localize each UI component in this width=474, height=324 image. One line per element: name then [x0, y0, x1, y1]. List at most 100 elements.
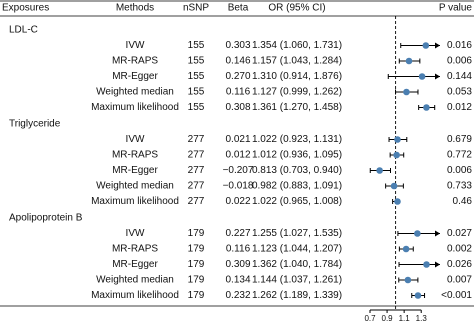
group-label: LDL-C: [9, 25, 38, 36]
p-value: 0.772: [447, 150, 472, 161]
x-tick-label: 0.7: [364, 314, 376, 323]
or-ci: 1.157 (1.043, 1.284): [252, 56, 342, 67]
x-tick-label: 1.1: [399, 314, 411, 323]
p-value: 0.006: [447, 165, 472, 176]
or-ci: 1.022 (0.965, 1.008): [252, 196, 342, 207]
point-estimate: [414, 230, 421, 237]
beta: 0.116: [226, 87, 251, 98]
p-value: 0.026: [447, 259, 472, 270]
point-estimate: [376, 167, 383, 174]
column-header: OR (95% CI): [268, 3, 325, 14]
method: MR-Egger: [112, 71, 158, 82]
nsnp: 277: [188, 165, 205, 176]
method: MR-RAPS: [112, 56, 158, 67]
nsnp: 155: [188, 56, 205, 67]
ci-arrow: [435, 261, 440, 268]
beta: 0.308: [225, 102, 250, 113]
beta: 0.232: [225, 290, 250, 301]
p-value: 0.027: [447, 228, 472, 239]
beta: 0.012: [225, 150, 250, 161]
point-estimate: [405, 57, 413, 65]
column-header: nSNP: [183, 3, 209, 14]
nsnp: 179: [188, 244, 205, 255]
beta: 0.303: [225, 40, 250, 51]
method: MR-RAPS: [112, 150, 158, 161]
or-ci: 1.012 (0.936, 1.095): [252, 150, 342, 161]
column-header: Methods: [116, 3, 154, 14]
or-ci: 1.310 (0.914, 1.876): [252, 71, 342, 82]
p-value: 0.053: [447, 87, 472, 98]
p-value: 0.002: [447, 244, 472, 255]
p-value: 0.46: [453, 196, 473, 207]
or-ci: 1.123 (1.044, 1.207): [252, 244, 342, 255]
ci-arrow: [435, 73, 440, 80]
point-estimate: [403, 88, 410, 96]
p-value: 0.006: [447, 56, 472, 67]
method: Maximum likelihood: [91, 196, 179, 207]
ci-arrow: [435, 230, 440, 237]
method: Weighted median: [96, 275, 174, 286]
method: Weighted median: [96, 181, 174, 192]
or-ci: 1.127 (0.999, 1.262): [252, 87, 342, 98]
point-estimate: [394, 198, 401, 205]
x-tick-label: 0.9: [382, 314, 394, 323]
p-value: 0.679: [447, 134, 472, 145]
nsnp: 277: [188, 181, 205, 192]
method: MR-RAPS: [112, 244, 158, 255]
method: MR-Egger: [112, 259, 158, 270]
x-tick-label: 1.3: [416, 314, 428, 323]
or-ci: 1.362 (1.040, 1.784): [252, 259, 342, 270]
beta: 0.021: [225, 134, 250, 145]
nsnp: 179: [188, 259, 205, 270]
p-value: 0.733: [447, 181, 472, 192]
nsnp: 155: [188, 71, 205, 82]
beta: 0.116: [226, 244, 251, 255]
or-ci: 1.022 (0.923, 1.131): [252, 134, 342, 145]
ci-arrow: [435, 42, 440, 49]
or-ci: 1.361 (1.270, 1.458): [252, 102, 342, 113]
beta: 0.134: [225, 275, 250, 286]
p-value: 0.007: [447, 275, 472, 286]
or-ci: 1.255 (1.027, 1.535): [252, 228, 342, 239]
or-ci: 1.354 (1.060, 1.731): [252, 40, 342, 51]
p-value: 0.016: [447, 40, 472, 51]
point-estimate: [418, 73, 426, 80]
method: IVW: [126, 40, 145, 51]
nsnp: 155: [188, 40, 205, 51]
beta: −0.018: [223, 181, 254, 192]
method: IVW: [126, 228, 145, 239]
nsnp: 179: [188, 290, 205, 301]
group-label: Apolipoprotein B: [9, 213, 83, 224]
or-ci: 0.813 (0.703, 0.940): [252, 165, 342, 176]
group-label: Triglyceride: [9, 119, 61, 130]
point-estimate: [393, 151, 400, 159]
beta: −0.207: [223, 165, 254, 176]
p-value: 0.144: [447, 71, 472, 82]
method: Weighted median: [96, 87, 174, 98]
nsnp: 277: [188, 150, 205, 161]
point-estimate: [423, 104, 430, 111]
p-value: <0.001: [441, 290, 472, 301]
beta: 0.227: [225, 228, 250, 239]
nsnp: 155: [188, 87, 205, 98]
or-ci: 1.144 (1.037, 1.261): [252, 275, 342, 286]
point-estimate: [404, 276, 412, 284]
point-estimate: [402, 245, 410, 253]
p-value: 0.012: [447, 102, 472, 113]
method: MR-Egger: [112, 165, 158, 176]
point-estimate: [414, 292, 422, 299]
nsnp: 179: [188, 275, 205, 286]
column-header: Exposures: [2, 3, 49, 14]
or-ci: 1.262 (1.189, 1.339): [252, 290, 342, 301]
column-header: P value: [439, 3, 473, 14]
method: Maximum likelihood: [91, 290, 179, 301]
point-estimate: [390, 182, 398, 190]
beta: 0.309: [225, 259, 250, 270]
point-estimate: [423, 261, 430, 268]
nsnp: 155: [188, 102, 205, 113]
beta: 0.022: [225, 196, 250, 207]
beta: 0.146: [225, 56, 250, 67]
nsnp: 179: [188, 228, 205, 239]
nsnp: 277: [188, 134, 205, 145]
